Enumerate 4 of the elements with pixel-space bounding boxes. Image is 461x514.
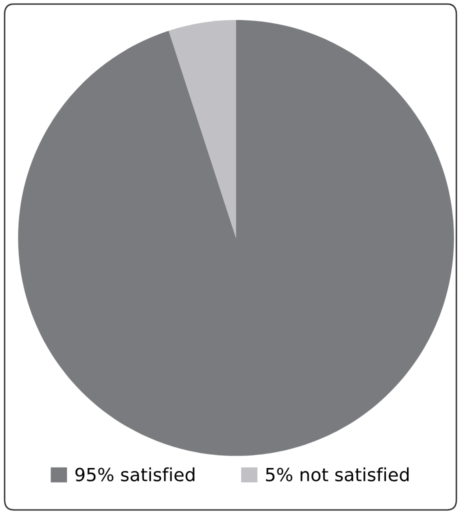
legend-label: 5% not satisfied bbox=[266, 467, 409, 482]
pie-slice bbox=[168, 20, 236, 238]
pie-slice bbox=[18, 20, 454, 456]
legend-label: 95% satisfied bbox=[75, 467, 194, 482]
